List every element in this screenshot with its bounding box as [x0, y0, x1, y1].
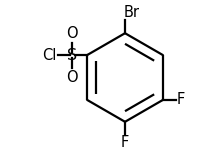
- Text: O: O: [67, 26, 78, 41]
- Text: S: S: [67, 48, 77, 63]
- Text: F: F: [177, 92, 185, 107]
- Text: Cl: Cl: [42, 48, 56, 63]
- Text: O: O: [67, 70, 78, 85]
- Text: Br: Br: [123, 5, 139, 20]
- Text: F: F: [121, 135, 129, 150]
